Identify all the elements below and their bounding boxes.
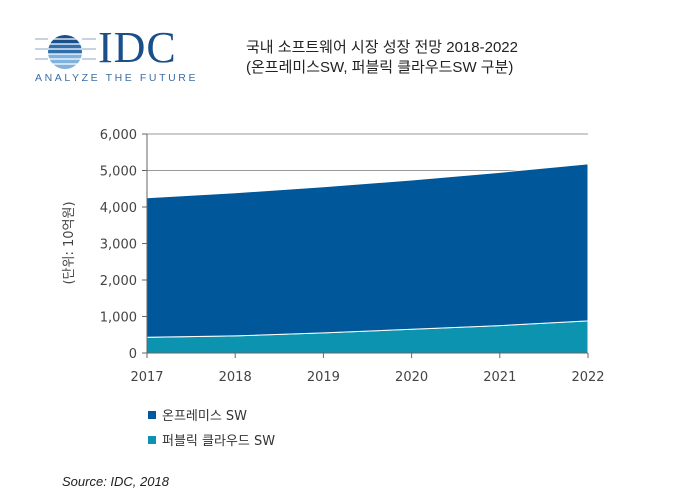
legend-label: 온프레미스 SW <box>162 409 248 424</box>
area-chart: 0 1,000 2,000 3,000 4,000 5,000 6,000 2017 2018 2… <box>62 128 605 385</box>
x-tick-label: 2021 <box>483 370 516 385</box>
area-series-1 <box>146 163 589 338</box>
legend-label: 퍼블릭 클라우드 SW <box>162 434 276 449</box>
legend-swatch <box>148 410 156 419</box>
x-tick-label: 2018 <box>219 370 252 385</box>
source-note: Source: IDC, 2018 <box>62 474 169 489</box>
logo-tagline: ANALYZE THE FUTURE <box>35 72 199 84</box>
idc-globe-logo-icon <box>30 35 100 69</box>
y-tick-label: 2,000 <box>100 274 137 289</box>
x-tick-label: 2019 <box>307 370 340 385</box>
y-tick-label: 4,000 <box>100 201 137 216</box>
title-line-2: (온프레미스SW, 퍼블릭 클라우드SW 구분) <box>246 59 514 76</box>
legend-item-onprem: 온프레미스 SW <box>148 405 247 424</box>
y-tick-label: 1,000 <box>100 311 137 326</box>
chart-title: 국내 소프트웨어 시장 성장 전망 2018-2022 (온프레미스SW, 퍼블… <box>246 38 518 78</box>
x-tick-label: 2022 <box>571 370 604 385</box>
legend-swatch <box>148 435 156 444</box>
y-tick-label: 6,000 <box>100 128 137 143</box>
y-tick-label: 5,000 <box>100 165 137 180</box>
logo-wordmark: IDC <box>98 23 177 72</box>
x-tick-label: 2017 <box>130 370 163 385</box>
y-tick-label: 0 <box>129 347 137 362</box>
title-line-1: 국내 소프트웨어 시장 성장 전망 2018-2022 <box>246 39 518 56</box>
x-tick-label: 2020 <box>395 370 428 385</box>
y-tick-label: 3,000 <box>100 238 137 253</box>
legend-item-cloud: 퍼블릭 클라우드 SW <box>148 430 275 449</box>
y-axis-label: (단위: 10억원) <box>62 201 77 284</box>
